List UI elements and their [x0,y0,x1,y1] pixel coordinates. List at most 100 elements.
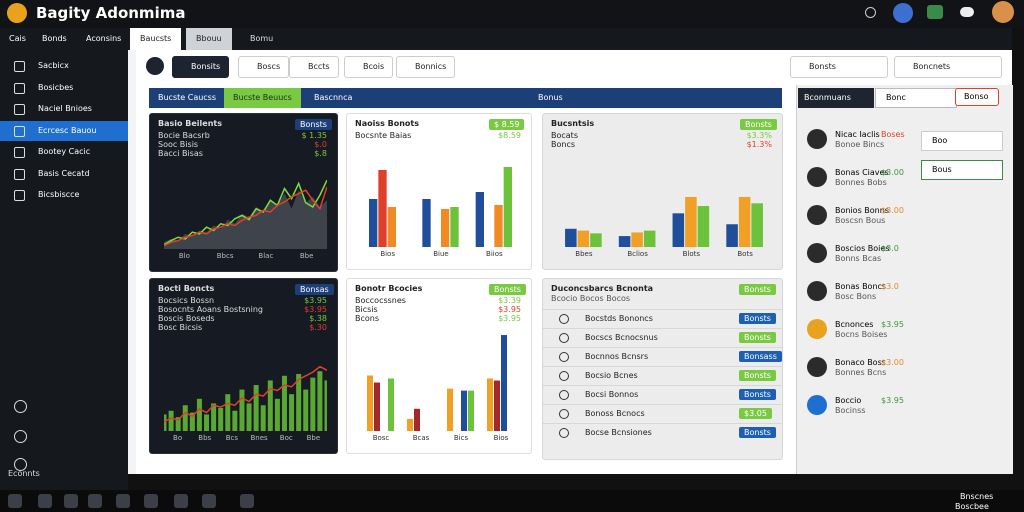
toolbar-button[interactable]: Boscs [238,56,290,78]
nav-item[interactable]: Bicsbiscce [0,185,128,205]
card-badge[interactable]: Bonsts [295,119,332,130]
list-row[interactable]: Bocnnos Bcnsrs Bonsass [543,347,782,366]
person-value: $3.95 [881,320,904,329]
card-badge[interactable]: Bonsts [489,284,526,295]
panel-title: Bconmuans [798,88,874,108]
toolbar-button[interactable]: Bonnics [396,56,456,78]
taskbar-icon[interactable] [8,494,22,508]
card-badge[interactable]: $ 8.59 [489,119,525,130]
card-title: Basio Beilents [158,119,222,128]
main-tab[interactable]: Baucsts [130,28,182,50]
stat-value: $1.3% [746,140,772,149]
card-badge[interactable]: Bonsts [740,119,777,130]
nav-item[interactable]: Sacbicx [0,56,128,76]
popup[interactable]: Boo [921,131,1003,151]
taskbar-icon[interactable] [38,494,52,508]
bar [204,414,210,431]
person-row[interactable]: Bonas Ciaves Bonnes Bobs $3.00 [797,160,913,196]
toolbar-button[interactable]: Bccts [289,56,339,78]
person-row[interactable]: Bonios Bonns Boscsn Bous $3.00 [797,198,913,234]
area [164,190,327,249]
person-row[interactable]: Bonaco Boss Bonnes Bcns $3.00 [797,350,913,386]
bar [565,228,577,247]
person-sub: Bonnes Bobs [835,178,887,187]
banner-tab[interactable]: Bucste Caucss [158,93,217,102]
popup[interactable]: Bous [921,160,1003,180]
list-row[interactable]: Bocsio Bcnes Bonsts [543,366,782,385]
taskbar-icon[interactable] [116,494,130,508]
main-tab[interactable]: Bomu [250,34,274,43]
search-box[interactable]: Bonc [875,88,957,108]
bar [196,398,202,431]
person-name: Bonaco Boss [835,358,886,367]
nav-item[interactable]: Ecrcesc Bauou [0,120,128,141]
panel-button[interactable]: Bonso [955,88,999,106]
sidebar-icon[interactable] [14,430,27,443]
stat-label: Boscis Boseds [158,314,215,323]
person-value: Boses [881,130,905,139]
sidebar-icon[interactable] [14,458,27,471]
main-tab[interactable]: Bbouu [186,28,232,50]
toolbar-button[interactable]: Bcois [344,56,394,78]
stat-label: Bocie Bacsrb [158,131,210,140]
banner-tab[interactable]: Bonus [538,93,563,102]
list-row[interactable]: Bocse Bcnsiones Bonsts [543,423,782,442]
bar [387,207,396,247]
nav-item[interactable]: Bootey Cacic [0,142,128,162]
row-label: Bocsi Bonnos [585,390,639,399]
person-avatar [807,319,827,339]
person-value: $3.00 [881,206,904,215]
list-row[interactable]: Bonoss Bcnocs $3.05 [543,404,782,423]
menu-button[interactable] [146,57,164,75]
bar [450,207,459,247]
person-row[interactable]: Bonas Boncs Bosc Bons $3.0 [797,274,913,310]
list-row[interactable]: Bocstds Bononcs Bonsts [543,309,782,328]
sidebar-tab[interactable]: Aconsins [86,34,122,43]
nav-item[interactable]: Naciel Bnioes [0,99,128,119]
bar [414,408,420,431]
card-badge[interactable]: Bonsas [295,284,334,295]
taskbar-icon[interactable] [64,494,78,508]
banner-tab[interactable]: Bascnnca [314,93,353,102]
sidebar-tab[interactable]: Bonds [42,34,67,43]
list-row[interactable]: Bocsi Bonnos Bonsts [543,385,782,404]
nav-item[interactable]: Bosicbes [0,78,128,98]
bell-icon[interactable] [865,7,876,18]
sidebar-tab[interactable]: Cais [9,34,26,43]
nav-item[interactable]: Basis Cecatd [0,164,128,184]
taskbar-icon[interactable] [88,494,102,508]
toolbar-button[interactable]: Bonsits [172,56,230,78]
bar [590,233,602,247]
sidebar-icon[interactable] [14,400,27,413]
x-tick-label: Bclios [627,250,648,258]
stat-row: Boncs $1.3% [551,140,772,149]
profile-icon[interactable] [893,3,913,23]
apps-icon[interactable] [927,5,943,19]
taskbar-icon[interactable] [202,494,216,508]
stat-label: Boncs [551,140,576,149]
banner-tab[interactable]: Bucste Beuucs [224,88,301,108]
person-sub: Boscsn Bous [835,216,886,225]
taskbar-icon[interactable] [240,494,254,508]
row-badge: Bonsts [739,427,776,438]
taskbar-icon[interactable] [144,494,158,508]
list-badge[interactable]: Bonsts [739,284,776,295]
stat-value: $ 1.35 [301,131,327,140]
select[interactable]: Boncnets [894,56,1002,78]
x-tick-label: Bots [737,250,753,258]
person-sub: Bosc Bons [835,292,877,301]
avatar[interactable] [992,1,1014,23]
select[interactable]: Bonsts [790,56,888,78]
bar [447,388,453,431]
taskbar-icon[interactable] [174,494,188,508]
person-row[interactable]: Bcnonces Bocns Boises $3.95 [797,312,913,348]
clock-date: Boscbee [955,502,989,511]
list-row[interactable]: Bocscs Bcnocsnus Bonsts [543,328,782,347]
chat-icon[interactable] [960,7,974,17]
person-row[interactable]: Nicac Iaclis Bonoe Bincs Boses [797,122,913,158]
list-subtitle: Bcocio Bocos Bocos [551,294,631,303]
person-row[interactable]: Boccio Bocinss $3.95 [797,388,913,424]
person-row[interactable]: Boscios Boies Bonns Bcas $3.0 [797,236,913,272]
bar [310,377,316,431]
bar [461,390,467,431]
